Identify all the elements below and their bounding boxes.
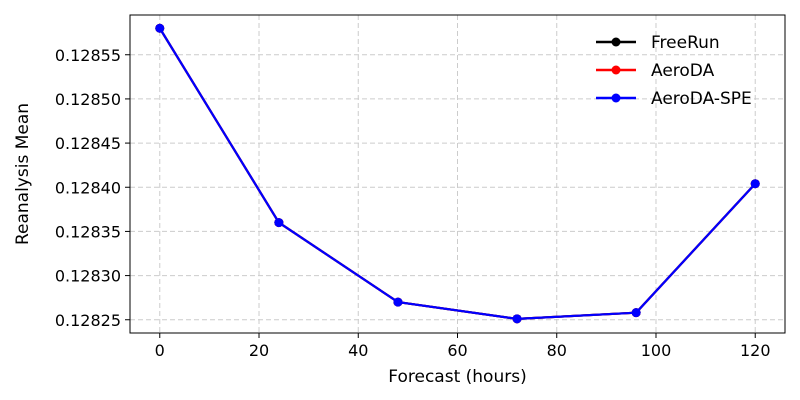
grid-lines [130,15,785,333]
y-tick-label: 0.12855 [55,46,121,65]
x-tick-label: 40 [348,341,368,360]
y-tick-label: 0.12825 [55,311,121,330]
data-point [393,297,403,307]
data-point [155,23,165,33]
legend-label: AeroDA-SPE [651,89,752,109]
legend: FreeRun AeroDA AeroDA-SPE [596,33,752,109]
y-tick-label: 0.12830 [55,267,121,286]
series-lines [155,23,760,324]
x-tick-label: 120 [740,341,771,360]
x-tick-label: 100 [641,341,672,360]
data-point [274,218,284,228]
legend-marker [611,37,621,47]
legend-item: AeroDA [596,61,715,81]
x-tick-label: 60 [447,341,467,360]
legend-item: FreeRun [596,33,720,53]
legend-marker [611,93,621,103]
data-point [750,179,760,189]
x-tick-label: 0 [155,341,165,360]
y-tick-label: 0.12840 [55,178,121,197]
data-point [512,314,522,324]
legend-label: FreeRun [651,33,720,53]
x-axis-label: Forecast (hours) [388,367,526,387]
x-tick-label: 80 [547,341,567,360]
axis-ticks: 0 20 40 60 80 100 120 0.12825 0.12830 0.12835 0.12… [55,46,771,360]
series-line [158,27,757,320]
legend-label: AeroDA [651,61,715,81]
y-tick-label: 0.12850 [55,90,121,109]
y-tick-label: 0.12845 [55,134,121,153]
y-tick-label: 0.12835 [55,222,121,241]
x-tick-label: 20 [249,341,269,360]
legend-item: AeroDA-SPE [596,89,752,109]
legend-marker [611,65,621,75]
y-axis-label: Reanalysis Mean [13,103,33,245]
data-point [631,308,641,318]
series-aeroda-spe [155,23,760,324]
